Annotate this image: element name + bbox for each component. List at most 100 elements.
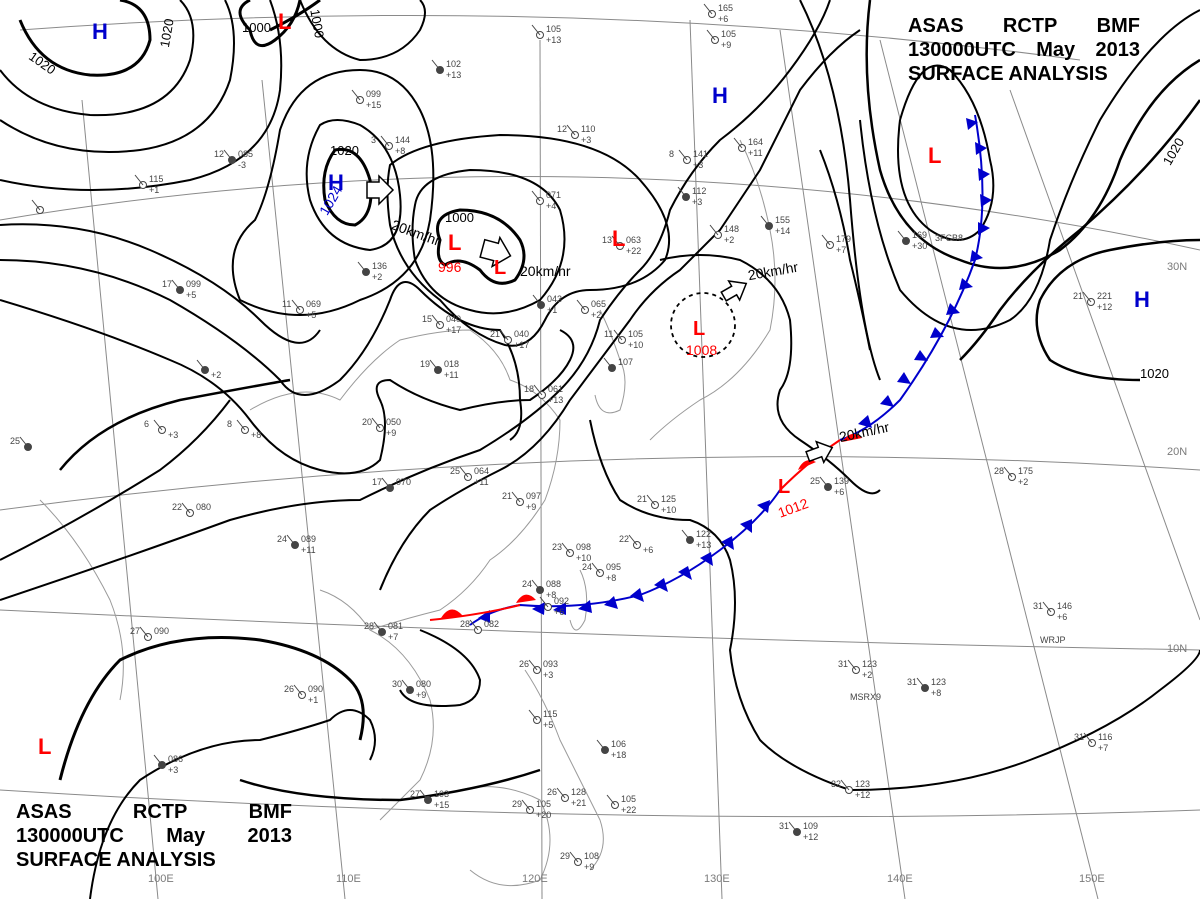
station-pressure: 148 [724, 224, 739, 234]
station-tendency: +3 [168, 430, 178, 440]
coast-china [249, 329, 561, 631]
station-temperature: 22 [619, 534, 629, 544]
station-tendency: +1 [149, 185, 159, 195]
station-plot: 12 110+3 [557, 124, 595, 145]
wind-barb-icon [613, 329, 623, 341]
station-temperature: 25 [10, 436, 20, 446]
header-month: May [1036, 39, 1076, 61]
station-temperature: 11 [282, 299, 291, 309]
station-pressure: 122 [696, 529, 711, 539]
station-tendency: +15 [366, 100, 381, 110]
isobar-label: 1000 [445, 210, 474, 225]
station-plot: 13 063+22 [602, 235, 641, 256]
station-tendency: +5 [306, 310, 316, 320]
isobar [58, 636, 365, 781]
station-tendency: +8 [606, 573, 616, 583]
wind-barb-icon [286, 534, 296, 546]
station-plot: 17 099+5 [162, 279, 201, 300]
station-plot: 31 123+2 [838, 659, 877, 680]
wind-barb-icon [539, 596, 549, 608]
warm-front-line [779, 439, 841, 491]
isobar-label: 1000 [307, 8, 327, 39]
wind-barb-icon [134, 174, 144, 186]
cold-front-barbs [478, 118, 992, 623]
motion-arrow-icon [720, 280, 748, 302]
isobar [322, 147, 373, 227]
station-tendency: +8 [251, 430, 261, 440]
wind-barb-icon [628, 534, 638, 546]
station-temperature: 31 [779, 821, 789, 831]
station-pressure: 095 [606, 562, 621, 572]
station-plot: 105+9 [706, 29, 736, 50]
station-pressure: 105 [536, 799, 551, 809]
station-pressure: 097 [526, 491, 541, 501]
station-pressure: 169 [912, 230, 927, 240]
station-tendency: +2 [211, 370, 221, 380]
station-pressure: 146 [1057, 601, 1072, 611]
station-pressure: 115 [543, 709, 557, 719]
station-plot: 106+18 [596, 739, 626, 760]
header-title: SURFACE ANALYSIS [908, 63, 1108, 85]
station-pressure: 221 [1097, 291, 1112, 301]
high-center-icon: H [1134, 287, 1150, 312]
wind-barb-icon [371, 417, 381, 429]
station-plot: 102+13 [431, 59, 461, 80]
meridian-100e [81, 99, 159, 899]
station-temperature: 21 [1073, 291, 1083, 301]
low-center-dashed-ring [670, 292, 736, 358]
wind-barb-icon [236, 419, 246, 431]
station-tendency: +2 [862, 670, 872, 680]
station-pressure: 061 [548, 384, 563, 394]
header-product-code: ASAS [908, 15, 964, 37]
station-plot: 043+1 [532, 294, 562, 315]
station-pressure: 105 [546, 24, 561, 34]
station-pressure: 086 [168, 754, 183, 764]
station-tendency: +9 [386, 428, 396, 438]
station-plot: 148+2 [709, 224, 739, 245]
station-plot: 179+7 [821, 234, 851, 255]
parallel-30n [0, 176, 1200, 251]
station-temperature: 3 [371, 135, 376, 145]
motion-arrow-icon [479, 235, 512, 269]
station-plot: 22 +6 [619, 534, 653, 555]
coast-india [39, 499, 124, 701]
coastlines [39, 139, 776, 887]
station-plot: 3 144+8 [371, 135, 410, 156]
station-tendency: +3 [693, 160, 703, 170]
isobar [411, 168, 566, 315]
wind-barb-icon [351, 89, 361, 101]
header-origin-code: BMF [1096, 15, 1140, 37]
station-tendency: +6 [643, 545, 653, 555]
station-tendency: +3 [581, 135, 591, 145]
wind-barb-icon [31, 199, 41, 211]
isobar [865, 0, 1200, 270]
meridian-150e [879, 39, 1099, 899]
station-plot: 25 064+11 [450, 466, 489, 487]
station-tendency: +6 [834, 487, 844, 497]
motion-speed-label: 20km/hr [747, 259, 800, 284]
station-plot: 099+15 [351, 89, 381, 110]
wind-barb-icon [760, 215, 770, 227]
station-pressure: 069 [306, 299, 321, 309]
station-tendency: +3 [692, 197, 702, 207]
station-pressure: 144 [395, 135, 410, 145]
station-plot: 21 097+9 [502, 491, 541, 512]
station-tendency: +4 [546, 201, 556, 211]
chart-header-bottom-left: ASAS RCTP BMF 130000UTC May 2013 SURFACE… [16, 800, 292, 872]
station-plot: 22 080 [172, 502, 211, 517]
station-pressure: 099 [186, 279, 201, 289]
wind-barb-icon [528, 659, 538, 671]
wind-barb-icon [531, 579, 541, 591]
header-year: 2013 [247, 825, 293, 847]
wind-barb-icon [733, 137, 743, 149]
station-plot: 8 +8 [227, 419, 261, 440]
wind-barb-icon [196, 359, 206, 371]
chart-header-top-right: ASAS RCTP BMF 130000UTC May 2013 SURFACE… [908, 14, 1140, 86]
wind-barb-icon [380, 135, 390, 147]
station-pressure: 105 [621, 794, 636, 804]
station-pressure: 165 [718, 3, 733, 13]
station-tendency: +12 [1097, 302, 1112, 312]
station-pressure: 123 [931, 677, 946, 687]
wind-barb-icon [139, 626, 149, 638]
